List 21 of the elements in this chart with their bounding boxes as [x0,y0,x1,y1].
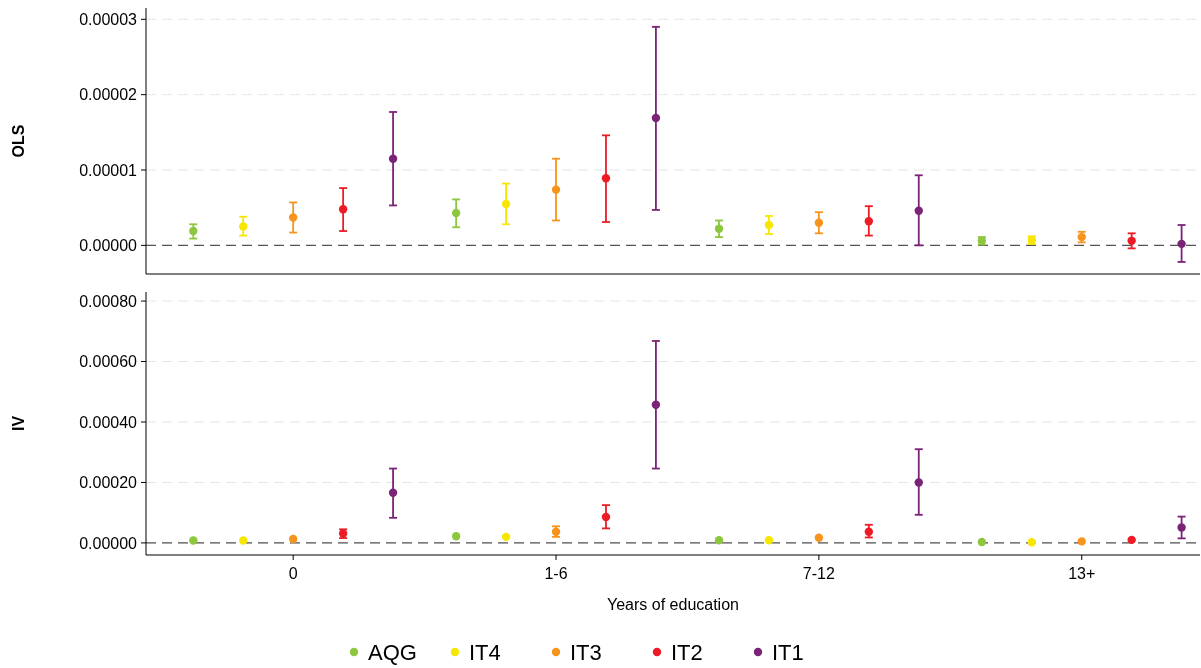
y-tick-label: 0.00000 [79,534,138,552]
y-tick-label: 0.00002 [79,86,138,104]
legend-label: IT3 [570,639,602,665]
x-tick-label: 7-12 [802,565,835,582]
legend-label: AQG [368,639,417,665]
x-tick-label: 0 [288,565,298,582]
legend-label: IT2 [671,639,703,665]
y-tick-label: 0.00060 [79,353,138,371]
y-tick-label: 0.00001 [79,161,138,179]
y-tick-label: 0.00040 [79,413,138,431]
x-axis-title: Years of education [607,596,739,613]
legend-label: IT4 [469,639,501,665]
y-tick-label: 0.00003 [79,10,138,28]
y-tick-label: 0.00080 [79,292,138,310]
y-tick-label: 0.00020 [79,474,138,492]
y-tick-label: 0.00000 [79,236,138,254]
y-axis-title: IV [10,415,27,432]
legend-label: IT1 [772,639,804,665]
x-tick-label: 13+ [1068,565,1096,582]
x-tick-label: 1-6 [544,565,568,582]
y-axis-title: OLS [10,124,27,158]
